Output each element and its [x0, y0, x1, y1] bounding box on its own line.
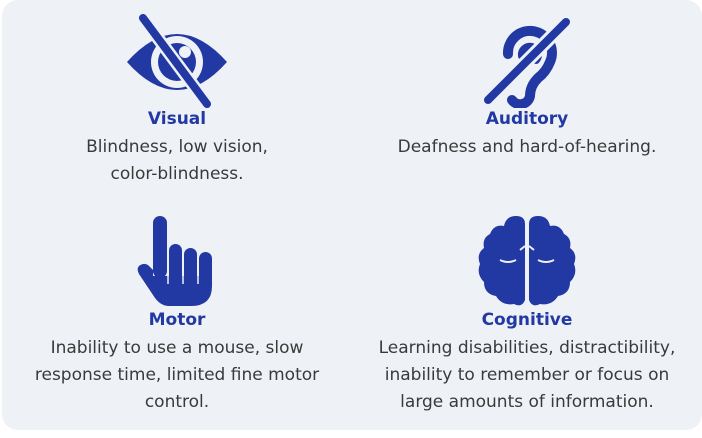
ear-slash-icon — [480, 14, 574, 108]
brain-icon — [476, 216, 578, 308]
card-cognitive: Cognitive Learning disabilities, distrac… — [352, 200, 702, 430]
card-description-line: Inability to use a mouse, slow — [50, 338, 304, 358]
card-title: Cognitive — [481, 310, 573, 330]
pointing-hand-icon — [135, 216, 219, 308]
eye-slash-icon — [125, 14, 229, 108]
card-description-line: large amounts of information. — [400, 392, 654, 412]
card-description-line: color-blindness. — [110, 164, 244, 184]
card-description-line: response time, limited fine motor — [34, 365, 320, 385]
card-auditory: Auditory Deafness and hard-of-hearing. — [352, 0, 702, 200]
disability-categories-panel: Visual Blindness, low vision, color-blin… — [2, 0, 702, 430]
card-description-line: inability to remember or focus on — [384, 365, 670, 385]
card-description-line: Blindness, low vision, — [86, 137, 268, 157]
card-visual: Visual Blindness, low vision, color-blin… — [2, 0, 352, 200]
card-description-line: control. — [144, 392, 210, 412]
card-title: Visual — [147, 109, 207, 129]
card-title: Motor — [148, 310, 206, 330]
card-motor: Motor Inability to use a mouse, slow res… — [2, 200, 352, 430]
card-description-line: Learning disabilities, distractibility, — [378, 338, 676, 358]
card-description-line: Deafness and hard-of-hearing. — [397, 137, 657, 157]
card-title: Auditory — [485, 109, 569, 129]
